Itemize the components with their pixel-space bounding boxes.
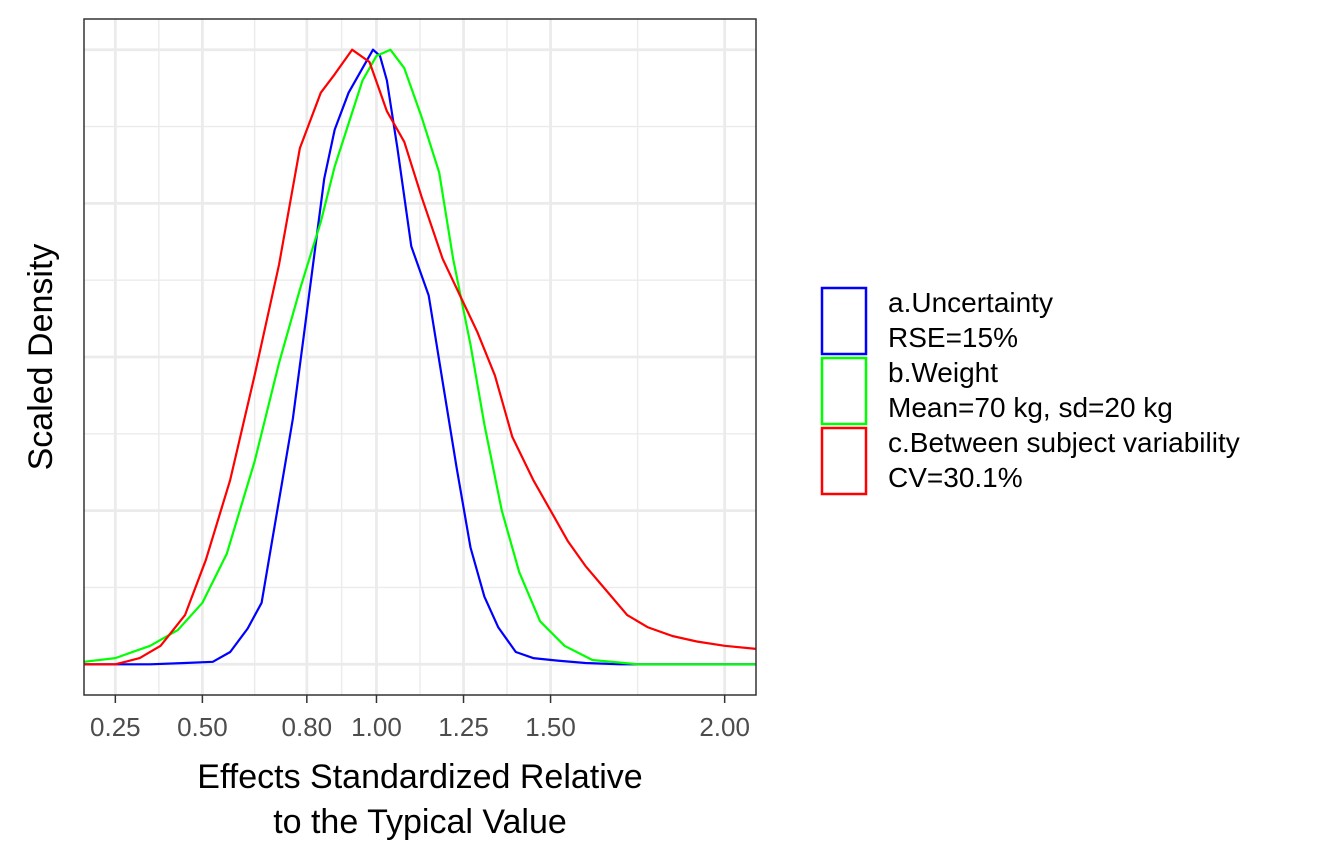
legend: a.Uncertainty RSE=15% b.Weight Mean=70 kg, … (820, 286, 1240, 496)
series-lines (83, 48, 757, 666)
x-tick-label: 0.50 (177, 712, 228, 742)
x-axis-title-line2: to the Typical Value (273, 803, 567, 841)
legend-key (820, 426, 868, 496)
legend-item-b: b.Weight Mean=70 kg, sd=20 kg (820, 356, 1173, 426)
y-axis-title: Scaled Density (22, 244, 60, 471)
legend-label: CV=30.1% (888, 462, 1023, 493)
legend-label: RSE=15% (888, 322, 1018, 353)
series-line-b (83, 48, 756, 666)
legend-label: b.Weight (888, 357, 998, 388)
x-axis-ticks: 0.25 0.50 0.80 1.00 1.25 1.50 2.00 (90, 695, 750, 742)
x-tick-label: 0.80 (282, 712, 333, 742)
x-tick-label: 1.50 (525, 712, 576, 742)
x-axis-title-line1: Effects Standardized Relative (197, 758, 642, 796)
x-tick-label: 1.00 (351, 712, 402, 742)
legend-item-c: c.Between subject variability CV=30.1% (820, 426, 1240, 496)
legend-label: c.Between subject variability (888, 427, 1240, 458)
x-tick-label: 2.00 (699, 712, 750, 742)
x-tick-label: 1.25 (438, 712, 489, 742)
series-line-a (84, 48, 756, 666)
legend-label: Mean=70 kg, sd=20 kg (888, 392, 1173, 423)
legend-key (820, 286, 868, 356)
x-tick-label: 0.25 (90, 712, 141, 742)
series-line-c (84, 48, 757, 666)
legend-label: a.Uncertainty (888, 287, 1053, 318)
legend-key (820, 356, 868, 426)
panel-border (83, 18, 757, 696)
legend-item-a: a.Uncertainty RSE=15% (820, 286, 1053, 356)
major-gridlines (84, 19, 756, 695)
